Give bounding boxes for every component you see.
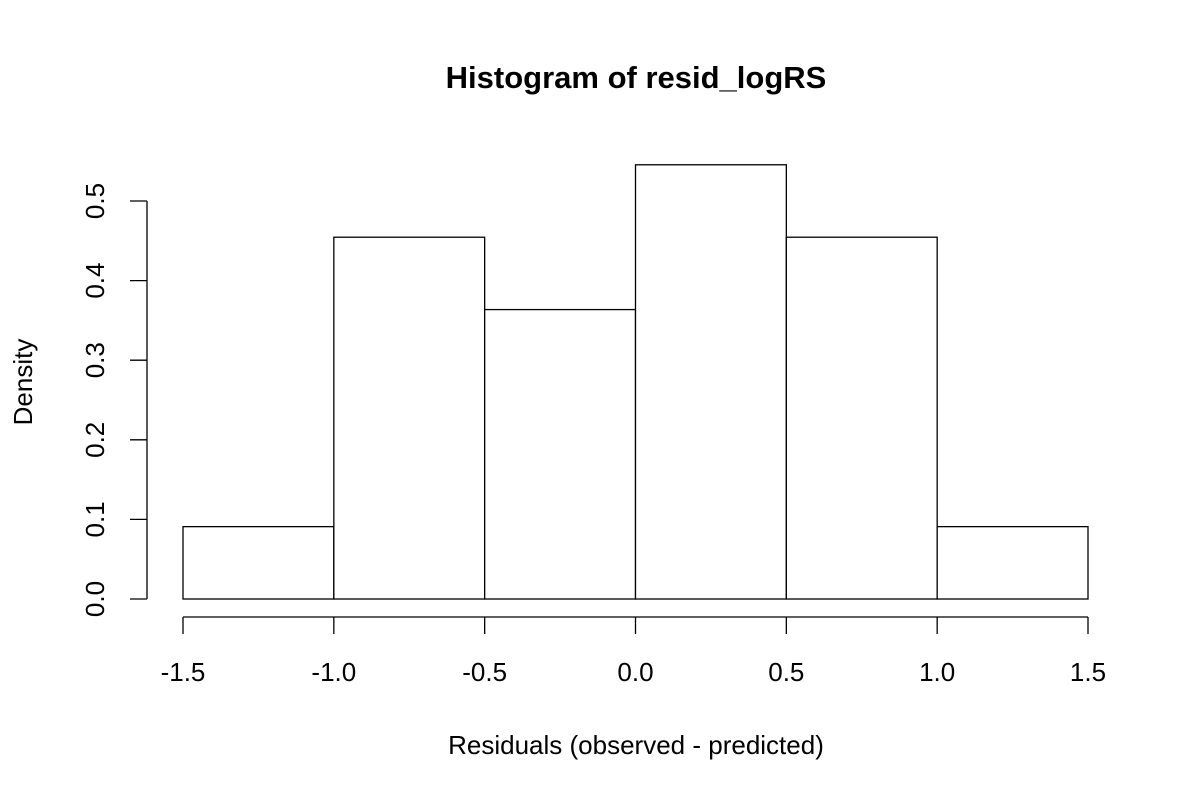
histogram-bar: [484, 308, 637, 600]
histogram-bar: [333, 236, 486, 600]
x-tick-label: 0.5: [768, 657, 804, 687]
chart-title: Histogram of resid_logRS: [446, 60, 827, 95]
y-tick-label: 0.1: [80, 501, 110, 537]
y-tick-label: 0.2: [80, 422, 110, 458]
y-axis: 0.0 0.1 0.2 0.3 0.4 0.5: [80, 183, 148, 617]
histogram-bar: [785, 236, 938, 600]
x-axis-label: Residuals (observed - predicted): [448, 730, 824, 760]
y-tick-label: 0.4: [80, 263, 110, 299]
x-tick-label: -1.0: [311, 657, 356, 687]
x-axis: -1.5 -1.0 -0.5 0.0 0.5 1.0 1.5: [161, 616, 1106, 687]
histogram-bar: [634, 164, 787, 600]
x-tick-label: -0.5: [462, 657, 507, 687]
x-tick-label: 1.5: [1070, 657, 1106, 687]
y-tick-label: 0.5: [80, 183, 110, 219]
x-tick-label: 1.0: [919, 657, 955, 687]
y-axis-label: Density: [8, 339, 38, 426]
x-tick-label: 0.0: [617, 657, 653, 687]
x-tick-label: -1.5: [161, 657, 206, 687]
y-tick-label: 0.0: [80, 581, 110, 617]
y-tick-label: 0.3: [80, 342, 110, 378]
histogram-bar: [936, 525, 1089, 600]
histogram-bar: [182, 525, 335, 600]
histogram-bars: [182, 164, 1089, 600]
